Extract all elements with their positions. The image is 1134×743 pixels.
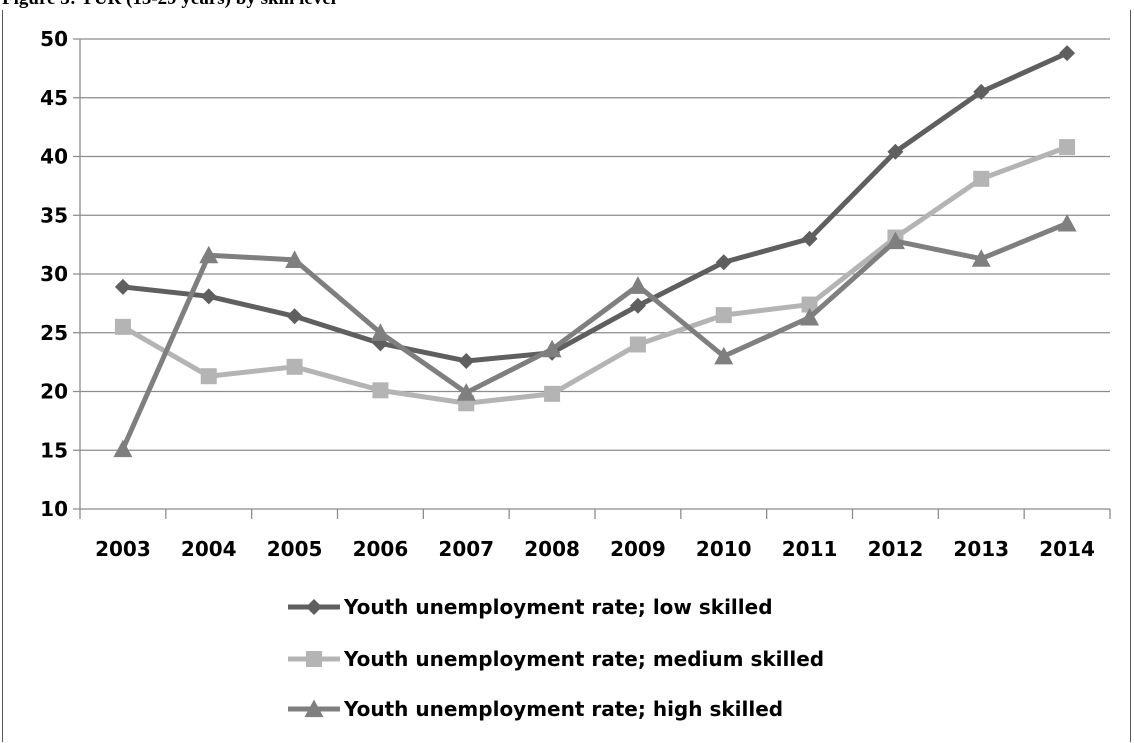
data-point-triangle-2003	[113, 439, 133, 458]
y-tick-label-50: 50	[40, 27, 68, 51]
legend-item-triangle: Youth unemployment rate; high skilled	[288, 697, 783, 721]
legend-item-square: Youth unemployment rate; medium skilled	[288, 647, 824, 671]
data-point-square-2014	[1059, 139, 1076, 156]
data-point-triangle-2014	[1057, 213, 1077, 232]
y-tick-label-25: 25	[40, 321, 68, 345]
series-lines	[113, 45, 1077, 458]
x-tick-label-2014: 2014	[1039, 537, 1095, 561]
data-point-diamond-2014	[1059, 45, 1076, 62]
data-point-square-2003	[114, 318, 131, 335]
data-point-square-2009	[629, 336, 646, 353]
data-point-triangle-2012	[885, 231, 905, 250]
data-point-diamond-2004	[200, 288, 217, 305]
data-point-triangle-2008	[542, 339, 562, 358]
legend-item-diamond: Youth unemployment rate; low skilled	[288, 595, 773, 619]
x-tick-label-2008: 2008	[524, 537, 580, 561]
figure-title-area: Figure 3: YUR (15-29 years) by skill lev…	[0, 0, 1134, 10]
legend-marker-triangle	[304, 699, 324, 718]
legend-label-square: Youth unemployment rate; medium skilled	[343, 647, 824, 671]
data-point-diamond-2009	[629, 297, 646, 314]
data-point-square-2013	[973, 170, 990, 187]
data-point-square-2005	[286, 358, 303, 375]
chart-frame	[2, 10, 1131, 742]
y-axis-tick-labels: 10 15 20 25 30 35 40 45 50	[40, 27, 68, 521]
data-point-diamond-2010	[715, 254, 732, 271]
data-point-square-2008	[544, 385, 561, 402]
y-tick-label-20: 20	[40, 380, 68, 404]
data-point-diamond-2003	[114, 278, 131, 295]
data-point-diamond-2005	[286, 308, 303, 325]
x-axis-tick-labels: 2003 2004 2005 2006 2007 2008 2009 2010 2011 2012…	[95, 537, 1095, 561]
legend-marker-square	[306, 651, 322, 667]
x-tick-label-2013: 2013	[953, 537, 1009, 561]
legend-marker-diamond	[306, 599, 322, 615]
x-tick-label-2009: 2009	[610, 537, 666, 561]
legend-label-triangle: Youth unemployment rate; high skilled	[343, 697, 783, 721]
y-tick-label-10: 10	[40, 497, 68, 521]
y-tick-label-45: 45	[40, 86, 68, 110]
data-point-triangle-2007	[456, 383, 476, 401]
series-triangle	[113, 213, 1077, 458]
data-point-triangle-2011	[800, 307, 820, 326]
data-point-diamond-2013	[973, 83, 990, 100]
legend-label-diamond: Youth unemployment rate; low skilled	[343, 595, 773, 619]
y-tick-label-40: 40	[40, 145, 68, 169]
data-point-diamond-2007	[458, 352, 475, 369]
data-point-triangle-2006	[370, 323, 390, 341]
x-tick-label-2003: 2003	[95, 537, 151, 561]
series-square	[114, 139, 1076, 412]
series-line-triangle	[120, 220, 1070, 452]
y-tick-label-35: 35	[40, 203, 68, 227]
legend: Youth unemployment rate; low skilled Yout…	[288, 595, 824, 721]
data-point-triangle-2004	[199, 245, 219, 264]
data-point-square-2011	[801, 296, 818, 313]
y-tick-label-30: 30	[40, 262, 68, 286]
data-point-diamond-2011	[801, 230, 818, 247]
data-point-triangle-2005	[285, 250, 305, 268]
x-tick-label-2006: 2006	[353, 537, 409, 561]
data-point-square-2004	[200, 368, 217, 385]
x-tick-label-2004: 2004	[181, 537, 237, 561]
x-tick-label-2010: 2010	[696, 537, 752, 561]
x-tick-label-2012: 2012	[868, 537, 924, 561]
data-point-triangle-2013	[971, 249, 991, 267]
data-point-triangle-2009	[628, 276, 648, 294]
grid-lines	[73, 38, 1110, 451]
series-line-diamond	[120, 50, 1070, 364]
figure-title: Figure 3: YUR (15-29 years) by skill lev…	[2, 0, 336, 10]
data-point-square-2010	[715, 307, 732, 324]
y-tick-label-15: 15	[40, 438, 68, 462]
axes	[73, 39, 1111, 519]
x-tick-label-2005: 2005	[267, 537, 323, 561]
x-tick-label-2007: 2007	[438, 537, 494, 561]
data-point-triangle-2010	[714, 346, 734, 365]
data-point-diamond-2012	[887, 143, 904, 160]
x-tick-label-2011: 2011	[782, 537, 838, 561]
series-line-square	[120, 144, 1070, 406]
data-point-square-2006	[372, 382, 389, 399]
